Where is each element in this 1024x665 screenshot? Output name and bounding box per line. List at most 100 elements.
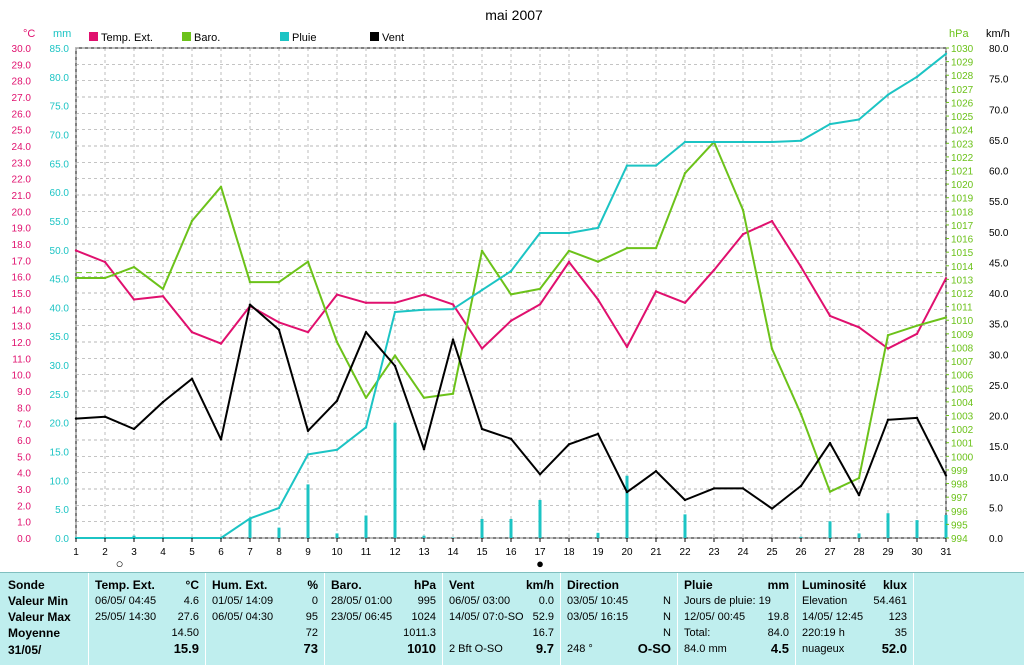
data-point xyxy=(944,316,948,319)
data-point xyxy=(596,432,600,436)
sonde-header: Sonde xyxy=(8,578,45,592)
moon-marker-1: ● xyxy=(536,556,544,570)
rain-tick-label: 45.0 xyxy=(50,275,70,286)
rain-bar-day-10 xyxy=(335,533,339,538)
rain-tick-label: 15.0 xyxy=(50,448,70,459)
x-tick-label: 5 xyxy=(189,547,195,558)
data-point xyxy=(364,396,368,400)
data-point xyxy=(480,427,484,431)
wind-min-date: 06/05/ 03:00 xyxy=(449,595,511,607)
rain-tick-label: 5.0 xyxy=(55,505,69,516)
baro-tick-label: 1002 xyxy=(951,425,974,436)
wind-max-value: 52.9 xyxy=(532,611,554,623)
light-mean-value: 35 xyxy=(894,627,907,639)
rain-tick-label: 40.0 xyxy=(50,303,70,314)
wind-tick-label: 65.0 xyxy=(989,136,1009,147)
temp-tick-label: 26.0 xyxy=(12,109,32,120)
chart-title: mai 2007 xyxy=(485,7,543,23)
data-point xyxy=(364,331,368,334)
hum-unit: % xyxy=(307,578,318,592)
x-tick-label: 21 xyxy=(650,547,662,558)
data-point xyxy=(654,164,658,167)
data-point xyxy=(335,340,339,344)
daily-rain-bars xyxy=(132,422,948,538)
light-elevation-label: Elevation xyxy=(802,595,848,607)
data-point xyxy=(538,231,542,235)
data-point xyxy=(799,265,803,269)
rain-total-label: Total: xyxy=(684,627,711,639)
x-tick-label: 9 xyxy=(305,547,311,558)
data-point xyxy=(393,301,397,304)
temp-tick-label: 13.0 xyxy=(12,322,32,333)
temp-tick-label: 11.0 xyxy=(12,354,31,365)
baro-tick-label: 1010 xyxy=(951,316,974,327)
data-point xyxy=(393,364,397,368)
light-header: Luminosité xyxy=(802,578,867,592)
data-point xyxy=(422,396,426,400)
temp-header: Temp. Ext. xyxy=(95,578,155,592)
wind-min-value: 0.0 xyxy=(538,595,554,607)
hum-current-value: 73 xyxy=(303,641,318,656)
temp-tick-label: 2.0 xyxy=(17,501,31,512)
light-elevation-value: 54.461 xyxy=(873,595,907,607)
data-point xyxy=(770,140,774,144)
moon-marker-0: ○ xyxy=(116,556,124,570)
baro-tick-label: 1004 xyxy=(951,398,974,409)
sonde-column: Sonde Valeur Min Valeur Max Moyenne 31/0… xyxy=(0,573,88,665)
baro-tick-label: 1018 xyxy=(951,207,974,218)
data-point xyxy=(277,280,281,284)
baro-min-value: 995 xyxy=(417,595,436,607)
data-point xyxy=(74,249,78,252)
row-label-max: Valeur Max xyxy=(8,610,71,624)
baro-min-date: 28/05/ 01:00 xyxy=(331,595,393,607)
baro-max-date: 23/05/ 06:45 xyxy=(331,611,393,623)
temp-tick-label: 25.0 xyxy=(12,126,32,137)
data-point xyxy=(509,437,513,440)
data-point xyxy=(625,246,629,250)
baro-tick-label: 1030 xyxy=(951,44,974,55)
temp-tick-label: 9.0 xyxy=(17,387,31,398)
x-tick-label: 29 xyxy=(882,547,894,558)
light-sun-hours: 220:19 h xyxy=(802,627,845,639)
wind-tick-label: 15.0 xyxy=(989,442,1009,453)
temp-max-value: 27.6 xyxy=(177,611,199,623)
baro-unit-label: hPa xyxy=(949,28,969,40)
rain-bar-day-19 xyxy=(596,532,600,538)
temp-tick-label: 6.0 xyxy=(17,436,31,447)
baro-tick-label: 1026 xyxy=(951,98,974,109)
x-tick-label: 12 xyxy=(389,547,401,558)
temp-tick-label: 28.0 xyxy=(12,77,32,88)
temp-tick-label: 3.0 xyxy=(17,485,31,496)
rain-max-value: 19.8 xyxy=(767,611,789,623)
temp-tick-label: 19.0 xyxy=(12,224,32,235)
data-point xyxy=(103,415,107,418)
direction-max-value: N xyxy=(663,611,671,623)
baro-tick-label: 1028 xyxy=(951,71,974,82)
rain-bar-day-29 xyxy=(886,513,890,538)
hum-mean-value: 72 xyxy=(305,627,318,639)
temp-tick-label: 10.0 xyxy=(12,371,32,382)
x-tick-label: 7 xyxy=(247,547,253,558)
x-tick-label: 10 xyxy=(331,547,343,558)
baro-tick-label: 1022 xyxy=(951,153,974,164)
baro-tick-label: 1012 xyxy=(951,289,974,300)
data-point xyxy=(828,490,832,493)
data-point xyxy=(538,303,542,306)
wind-tick-label: 80.0 xyxy=(989,44,1009,55)
temp-tick-label: 1.0 xyxy=(17,518,31,529)
baro-tick-label: 1023 xyxy=(951,139,974,150)
data-point xyxy=(306,260,310,263)
hum-min-value: 0 xyxy=(311,595,318,607)
wind-current-value: 9.7 xyxy=(535,641,554,656)
empty-column xyxy=(913,573,1024,665)
rain-unit-label: mm xyxy=(53,28,71,40)
data-point xyxy=(683,140,687,144)
data-point xyxy=(625,164,629,167)
data-point xyxy=(799,139,803,143)
x-tick-label: 8 xyxy=(276,547,282,558)
data-point xyxy=(799,484,803,488)
data-point xyxy=(161,400,165,404)
data-point xyxy=(335,293,339,296)
row-label-mean: Moyenne xyxy=(8,626,61,640)
data-point xyxy=(567,260,571,264)
